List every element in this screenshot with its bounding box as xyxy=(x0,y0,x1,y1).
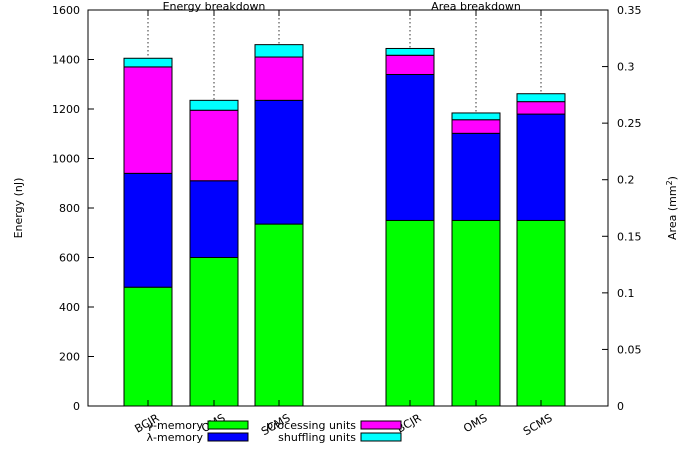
bar-energy-breakdown-bcjr-processing-units xyxy=(123,66,173,174)
y-right-tick-label-0: 0 xyxy=(617,400,624,413)
bar-area-breakdown-oms-memory xyxy=(451,219,501,407)
bar-area-breakdown-scms-shuffling-units xyxy=(516,93,566,103)
area-breakdown-title: Area breakdown xyxy=(431,0,521,13)
y-right-tick-label-0-3: 0.3 xyxy=(617,61,635,74)
bar-layer xyxy=(123,10,566,407)
legend-label-shuffling-units: shuffling units xyxy=(278,431,356,444)
x-tick-label-area-breakdown-scms: SCMS xyxy=(521,411,554,438)
y-left-tick-label-600: 600 xyxy=(59,252,80,265)
y-left-tick-label-800: 800 xyxy=(59,202,80,215)
bar-energy-breakdown-bcjr-memory xyxy=(123,286,173,407)
energy-breakdown-title: Energy breakdown xyxy=(163,0,266,13)
legend-label-processing-units: processing units xyxy=(266,419,356,432)
bar-area-breakdown-bcjr-processing-units xyxy=(385,54,435,75)
bar-area-breakdown-bcjr-memory xyxy=(385,219,435,407)
y-left-tick-label-1600: 1600 xyxy=(52,4,80,17)
bar-area-breakdown-oms-shuffling-units xyxy=(451,112,501,121)
y-right-tick-label-0-25: 0.25 xyxy=(617,117,642,130)
legend-swatch-memory xyxy=(207,432,249,442)
bar-energy-breakdown-scms-shuffling-units xyxy=(254,44,304,58)
title-layer: Energy breakdown Area breakdown xyxy=(163,0,521,13)
y-axis-right-label-superscript: 2 xyxy=(665,180,674,185)
y-left-tick-label-400: 400 xyxy=(59,301,80,314)
bar-area-breakdown-scms-memory xyxy=(516,219,566,407)
legend-swatch-memory xyxy=(207,420,249,430)
y-axis-right-label: Area (mm2) xyxy=(665,176,680,240)
legend-swatch-shuffling-units xyxy=(360,432,402,442)
y-left-tick-label-1000: 1000 xyxy=(52,153,80,166)
legend-swatch-processing-units xyxy=(360,420,402,430)
bar-energy-breakdown-oms-shuffling-units xyxy=(189,99,239,111)
y-left-tick-label-0: 0 xyxy=(73,400,80,413)
legend-label-memory: γ-memory xyxy=(147,419,204,432)
bar-energy-breakdown-bcjr-shuffling-units xyxy=(123,57,173,68)
bar-energy-breakdown-oms-memory xyxy=(189,257,239,407)
y-right-tick-label-0-15: 0.15 xyxy=(617,230,642,243)
bar-energy-breakdown-scms-memory xyxy=(254,223,304,407)
x-tick-label-area-breakdown-oms: OMS xyxy=(461,411,489,435)
bar-area-breakdown-oms-processing-units xyxy=(451,119,501,134)
bar-energy-breakdown-bcjr-memory xyxy=(123,172,173,288)
bar-energy-breakdown-scms-memory xyxy=(254,99,304,225)
y-left-tick-label-1200: 1200 xyxy=(52,103,80,116)
y-right-tick-label-0-1: 0.1 xyxy=(617,287,635,300)
y-axis-right-label-close: ) xyxy=(666,176,679,180)
bar-energy-breakdown-oms-memory xyxy=(189,180,239,258)
bar-area-breakdown-scms-processing-units xyxy=(516,101,566,115)
legend-label-memory: λ-memory xyxy=(147,431,204,444)
y-axis-right-label-text: Area (mm xyxy=(666,185,679,240)
y-right-tick-label-0-2: 0.2 xyxy=(617,174,635,187)
bar-area-breakdown-bcjr-memory xyxy=(385,73,435,221)
y-right-tick-label-0-05: 0.05 xyxy=(617,343,642,356)
y-left-tick-label-200: 200 xyxy=(59,351,80,364)
y-left-tick-label-1400: 1400 xyxy=(52,54,80,67)
y-right-tick-label-0-35: 0.35 xyxy=(617,4,642,17)
bar-area-breakdown-bcjr-shuffling-units xyxy=(385,47,435,56)
y-axis-left-label: Energy (nJ) xyxy=(12,178,25,239)
bar-energy-breakdown-scms-processing-units xyxy=(254,56,304,101)
bar-area-breakdown-oms-memory xyxy=(451,132,501,221)
bar-area-breakdown-scms-memory xyxy=(516,113,566,221)
bar-energy-breakdown-oms-processing-units xyxy=(189,109,239,182)
